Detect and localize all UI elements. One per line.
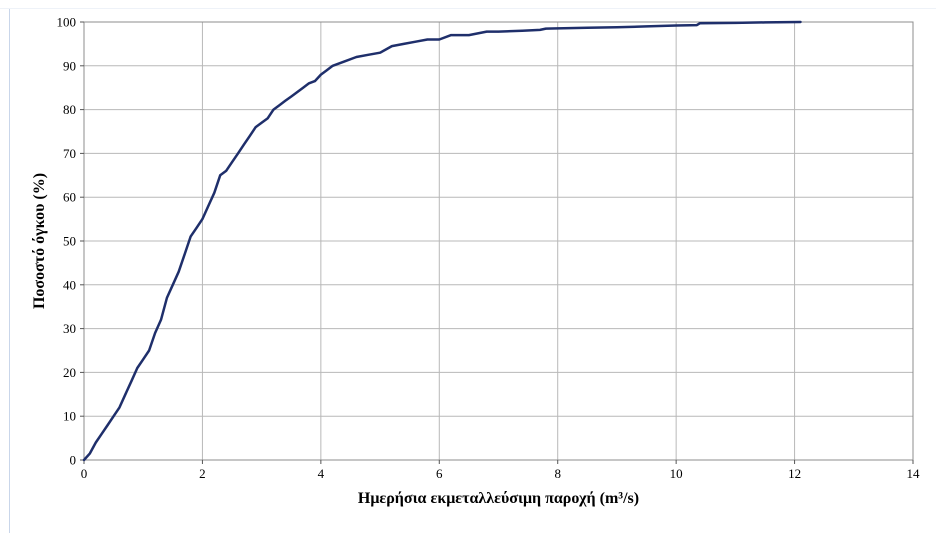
y-tick-label: 90 (63, 58, 76, 73)
data-point (154, 332, 156, 334)
data-point (213, 192, 215, 194)
gridlines (83, 21, 914, 461)
data-point (243, 144, 245, 146)
frame-top-border (0, 8, 936, 9)
data-point (314, 80, 316, 82)
series-line (82, 20, 802, 462)
data-point (261, 122, 263, 124)
data-point (190, 236, 192, 238)
y-tick-label: 70 (63, 146, 76, 161)
data-point (764, 21, 766, 23)
data-point (166, 297, 168, 299)
data-point (255, 126, 257, 128)
data-point (326, 69, 328, 71)
data-point (403, 43, 405, 45)
x-tick-label: 6 (436, 466, 443, 481)
data-point (415, 41, 417, 43)
data-point (148, 349, 150, 352)
data-point (284, 100, 286, 102)
data-point (497, 31, 500, 33)
y-tick-label: 50 (63, 234, 76, 249)
data-point (616, 26, 618, 28)
data-point (178, 271, 180, 273)
y-tick-label: 30 (63, 321, 76, 336)
data-point (95, 441, 97, 444)
data-point (391, 45, 393, 47)
data-point (645, 25, 648, 27)
data-point (586, 27, 588, 29)
data-point (302, 87, 304, 89)
y-tick-label: 40 (63, 277, 76, 292)
data-point (124, 393, 126, 395)
x-tick-label: 8 (554, 466, 561, 481)
y-axis-title: Ποσοστό όγκου (%) (31, 173, 48, 309)
data-point (272, 109, 275, 111)
data-point (201, 218, 203, 220)
x-tick-label: 2 (199, 466, 206, 481)
data-point (195, 227, 198, 229)
data-point (278, 104, 280, 106)
data-point (237, 152, 239, 154)
data-point (450, 34, 452, 36)
data-point (468, 34, 470, 36)
data-point (231, 161, 233, 163)
data-point (332, 65, 334, 67)
data-point (545, 28, 547, 30)
data-point (83, 459, 85, 461)
data-point (89, 452, 91, 454)
data-point (107, 424, 109, 426)
y-tick-label: 10 (63, 409, 76, 424)
y-tick-label: 0 (70, 453, 77, 468)
data-point (675, 24, 677, 27)
data-point (219, 174, 221, 176)
data-point (699, 22, 701, 24)
data-point (296, 91, 298, 93)
y-tick-label: 80 (63, 102, 76, 117)
data-point (249, 135, 251, 137)
x-tick-label: 12 (788, 466, 801, 481)
data-point (207, 205, 209, 207)
data-point (160, 319, 162, 321)
data-point (142, 358, 144, 360)
x-tick-label: 10 (670, 466, 683, 481)
x-tick-label: 0 (81, 466, 88, 481)
data-point (136, 367, 138, 369)
data-point (101, 433, 103, 435)
data-point (355, 56, 357, 58)
data-point (172, 284, 174, 286)
frame-left-border (9, 8, 10, 533)
y-tick-label: 20 (63, 365, 76, 380)
data-point (799, 21, 802, 23)
data-point (696, 24, 698, 26)
data-point (118, 406, 121, 408)
data-point (426, 38, 428, 41)
data-point (308, 82, 310, 84)
data-point (521, 30, 523, 32)
x-tick-label: 14 (907, 466, 921, 481)
axes (80, 21, 914, 464)
tick-labels: 0 10 20 30 40 50 60 70 80 90 100 0 2 4 6 8 10 12 14 (57, 15, 921, 482)
data-point (225, 170, 227, 172)
data-point (290, 95, 292, 98)
data-point (113, 415, 115, 417)
data-point (267, 117, 269, 119)
y-tick-label: 100 (57, 15, 77, 30)
x-tick-label: 4 (318, 466, 325, 481)
data-point (130, 380, 132, 382)
x-axis-title: Ημερήσια εκμεταλλεύσιμη παροχή (m³/s) (358, 490, 639, 507)
data-point (486, 31, 488, 33)
data-point (320, 74, 322, 76)
data-point (379, 52, 381, 54)
data-point (184, 253, 186, 255)
y-tick-label: 60 (63, 190, 76, 205)
data-point (734, 22, 737, 24)
data-point (539, 29, 541, 31)
data-point (438, 38, 440, 41)
data-point (367, 54, 369, 56)
series-layer (82, 20, 802, 462)
data-point (343, 60, 346, 63)
